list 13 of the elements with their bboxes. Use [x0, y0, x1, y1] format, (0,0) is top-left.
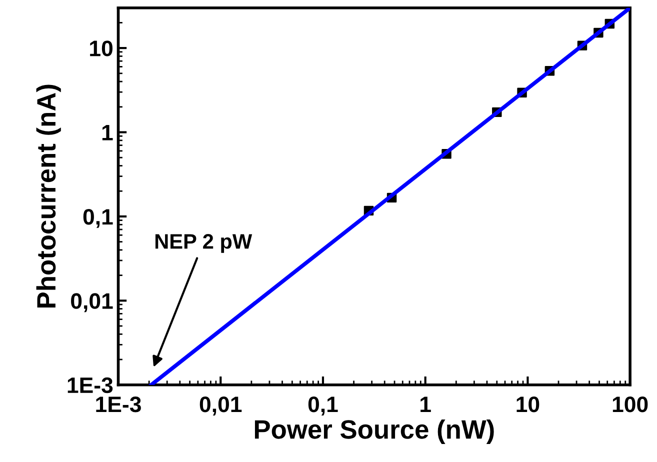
y-tick-label: 1E-3: [68, 377, 113, 394]
x-tick-label: 0,01: [200, 396, 242, 416]
x-tick-label: 0,1: [308, 396, 338, 416]
y-tick-label: 0,1: [83, 208, 113, 228]
x-axis-title: Power Source (nW): [254, 419, 494, 444]
x-tick-label: 10: [516, 396, 540, 412]
y-tick-label: 1: [102, 125, 113, 140]
y-tick-label: 0,01: [71, 293, 113, 312]
annotation: NEP 2 pW: [155, 234, 252, 253]
x-tick-label: 1: [420, 396, 431, 412]
y-axis-title: Photocurrent (nA): [36, 84, 61, 308]
x-tick-label: 100: [612, 396, 648, 412]
y-tick-label: 10: [90, 40, 112, 56]
